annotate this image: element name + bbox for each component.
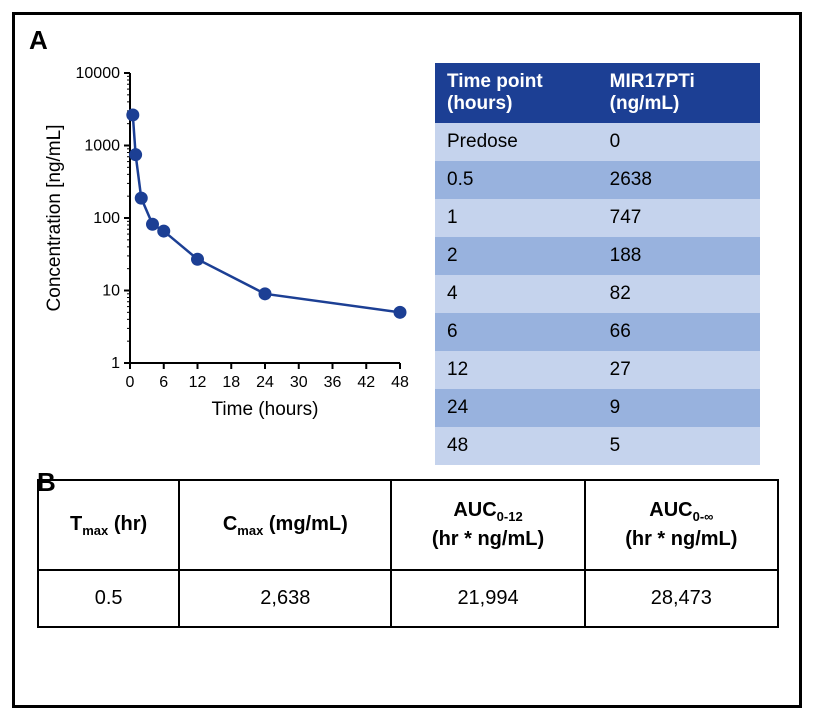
table-cell: 27 xyxy=(598,351,760,389)
table-cell: 0.5 xyxy=(435,161,598,199)
table-cell: 48 xyxy=(435,427,598,465)
table-cell: 9 xyxy=(598,389,760,427)
pk-col-header: AUC0-∞(hr * ng/mL) xyxy=(585,480,778,570)
svg-text:Time (hours): Time (hours) xyxy=(212,399,319,420)
table-cell: 1 xyxy=(435,199,598,237)
table-row: 249 xyxy=(435,389,760,427)
table-cell: 188 xyxy=(598,237,760,275)
svg-text:0: 0 xyxy=(126,374,135,391)
pk-cell: 0.5 xyxy=(38,570,179,627)
panel-B-label: B xyxy=(37,467,56,498)
table-row: Predose0 xyxy=(435,123,760,161)
table-row: 666 xyxy=(435,313,760,351)
table-cell: 6 xyxy=(435,313,598,351)
svg-text:1: 1 xyxy=(111,355,120,372)
col-timepoint: Time point (hours) xyxy=(435,63,598,123)
table-cell: 747 xyxy=(598,199,760,237)
table-cell: 12 xyxy=(435,351,598,389)
table-cell: 2638 xyxy=(598,161,760,199)
svg-text:48: 48 xyxy=(391,374,409,391)
svg-text:36: 36 xyxy=(324,374,342,391)
col-concentration: MIR17PTi (ng/mL) xyxy=(598,63,760,123)
panel-A-content: 1101001000100000612182430364248Time (hou… xyxy=(15,15,799,465)
svg-text:10: 10 xyxy=(102,283,120,300)
table-row: 1747 xyxy=(435,199,760,237)
pk-concentration-chart: 1 10 100 1000 10000 0 6 12 18 24 30 36 42 48 Time (hou… xyxy=(35,63,435,433)
panel-A-label: A xyxy=(29,25,48,56)
svg-text:24: 24 xyxy=(256,374,274,391)
concentration-data-table: Time point (hours) MIR17PTi (ng/mL) Pred… xyxy=(435,63,760,465)
svg-text:1000: 1000 xyxy=(84,138,120,155)
figure-frame: A 1101001000100000612182430364248Time (h… xyxy=(12,12,802,708)
table-row: 1227 xyxy=(435,351,760,389)
pk-cell: 21,994 xyxy=(391,570,584,627)
pk-col-header: Cmax (mg/mL) xyxy=(179,480,391,570)
table-cell: 82 xyxy=(598,275,760,313)
pk-col-header: Tmax (hr) xyxy=(38,480,179,570)
table-row: 2188 xyxy=(435,237,760,275)
table-cell: 2 xyxy=(435,237,598,275)
svg-text:12: 12 xyxy=(189,374,207,391)
table-header-row: Time point (hours) MIR17PTi (ng/mL) xyxy=(435,63,760,123)
panel-B-content: B Tmax (hr)Cmax (mg/mL)AUC0-12(hr * ng/m… xyxy=(37,467,779,628)
table-row: 482 xyxy=(435,275,760,313)
table-cell: 66 xyxy=(598,313,760,351)
table-row: 485 xyxy=(435,427,760,465)
table-cell: 5 xyxy=(598,427,760,465)
svg-text:18: 18 xyxy=(222,374,240,391)
table-cell: Predose xyxy=(435,123,598,161)
pk-header-row: Tmax (hr)Cmax (mg/mL)AUC0-12(hr * ng/mL)… xyxy=(38,480,778,570)
svg-text:Concentration [ng/mL]: Concentration [ng/mL] xyxy=(44,125,65,312)
table-row: 0.52638 xyxy=(435,161,760,199)
pk-cell: 2,638 xyxy=(179,570,391,627)
table-cell: 24 xyxy=(435,389,598,427)
pk-data-row: 0.52,63821,99428,473 xyxy=(38,570,778,627)
svg-text:100: 100 xyxy=(93,210,120,227)
pk-col-header: AUC0-12(hr * ng/mL) xyxy=(391,480,584,570)
svg-text:30: 30 xyxy=(290,374,308,391)
table-cell: 0 xyxy=(598,123,760,161)
pk-parameters-table: Tmax (hr)Cmax (mg/mL)AUC0-12(hr * ng/mL)… xyxy=(37,479,779,628)
pk-cell: 28,473 xyxy=(585,570,778,627)
table-cell: 4 xyxy=(435,275,598,313)
svg-text:10000: 10000 xyxy=(76,65,121,82)
svg-text:6: 6 xyxy=(159,374,168,391)
chart-svg: 1 10 100 1000 10000 0 6 12 18 24 30 36 42 48 Time (hou… xyxy=(35,63,435,433)
svg-text:42: 42 xyxy=(357,374,375,391)
